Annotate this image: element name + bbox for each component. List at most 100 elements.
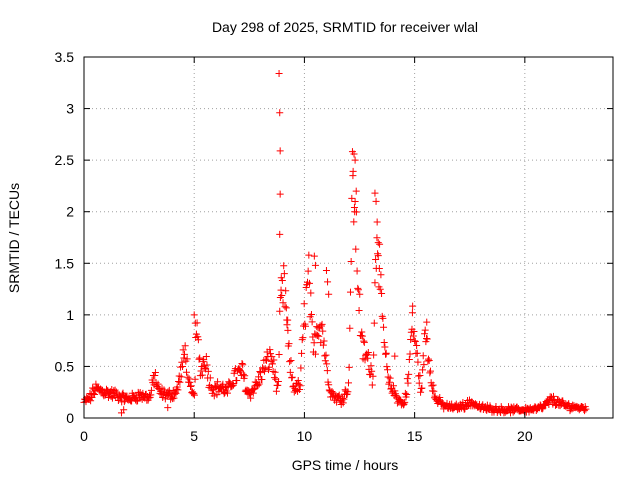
data-point xyxy=(430,387,438,395)
data-point xyxy=(241,372,249,380)
data-point xyxy=(381,343,389,351)
data-point xyxy=(182,368,190,376)
data-point xyxy=(151,371,159,379)
data-point xyxy=(263,356,271,364)
data-point xyxy=(509,408,517,416)
data-point xyxy=(275,350,283,358)
data-point xyxy=(382,350,390,358)
data-point xyxy=(321,352,329,360)
data-point xyxy=(549,392,557,400)
data-point xyxy=(376,285,384,293)
data-point xyxy=(310,252,318,260)
data-point xyxy=(284,326,292,334)
data-point xyxy=(403,390,411,398)
data-point xyxy=(320,337,328,345)
data-point xyxy=(426,369,434,377)
data-point xyxy=(415,372,423,380)
data-point xyxy=(350,150,358,158)
data-point xyxy=(319,327,327,335)
data-point xyxy=(401,398,409,406)
data-point xyxy=(178,358,186,366)
data-point xyxy=(351,198,359,206)
data-point xyxy=(335,391,343,399)
data-point xyxy=(355,307,363,314)
x-tick-label: 15 xyxy=(407,428,423,444)
data-point xyxy=(360,337,368,345)
data-point xyxy=(349,172,357,180)
data-point xyxy=(547,396,555,404)
data-point xyxy=(175,377,183,385)
data-point xyxy=(236,366,244,374)
data-point xyxy=(344,388,352,396)
data-point xyxy=(239,370,247,378)
data-point xyxy=(189,390,197,398)
data-point xyxy=(350,218,358,226)
y-tick-label: 0 xyxy=(66,410,74,426)
data-point xyxy=(164,404,172,412)
data-point xyxy=(335,392,343,400)
data-point xyxy=(404,379,412,387)
data-point xyxy=(194,333,202,341)
data-point xyxy=(323,360,331,368)
data-point xyxy=(286,368,294,376)
data-point xyxy=(436,394,444,402)
data-point xyxy=(288,374,296,382)
data-point xyxy=(325,381,333,389)
data-point xyxy=(249,389,257,397)
data-point xyxy=(428,382,436,390)
data-point xyxy=(297,364,305,372)
data-point xyxy=(261,365,269,373)
data-point xyxy=(403,375,411,383)
data-point xyxy=(186,378,194,386)
data-point xyxy=(151,369,159,377)
data-point xyxy=(190,391,198,399)
data-point xyxy=(288,373,296,381)
data-point xyxy=(364,348,372,356)
data-point xyxy=(352,187,360,195)
data-point xyxy=(347,257,355,265)
data-point xyxy=(379,314,387,322)
data-point xyxy=(266,350,274,358)
data-point xyxy=(431,392,439,400)
data-point xyxy=(87,397,95,405)
data-point xyxy=(170,394,178,402)
data-point xyxy=(385,378,393,386)
data-point xyxy=(271,368,279,376)
data-point xyxy=(181,342,189,350)
data-point xyxy=(425,356,433,364)
data-point xyxy=(204,367,212,375)
data-point xyxy=(370,319,378,327)
data-point xyxy=(190,311,198,319)
data-point xyxy=(198,371,206,379)
data-point xyxy=(233,377,241,385)
data-point xyxy=(373,234,381,242)
data-point xyxy=(423,335,431,343)
data-point xyxy=(416,371,424,379)
data-point xyxy=(376,240,384,248)
data-point xyxy=(373,218,381,226)
data-point xyxy=(280,270,288,278)
data-point xyxy=(304,267,312,275)
data-point xyxy=(305,251,313,259)
data-point xyxy=(351,156,359,164)
y-tick-label: 3.5 xyxy=(55,49,75,65)
data-point xyxy=(270,374,278,382)
data-point xyxy=(258,376,266,384)
y-tick-label: 0.5 xyxy=(55,358,75,374)
data-point xyxy=(238,359,246,367)
data-point xyxy=(315,332,323,340)
data-point xyxy=(322,267,330,275)
data-point xyxy=(419,366,427,374)
data-point xyxy=(380,323,388,331)
data-point xyxy=(186,383,194,391)
data-point xyxy=(214,378,222,386)
data-point xyxy=(185,375,193,383)
x-tick-label: 20 xyxy=(517,428,533,444)
data-point xyxy=(274,381,282,389)
data-point xyxy=(255,380,263,388)
data-point xyxy=(371,189,379,197)
x-axis-title: GPS time / hours xyxy=(292,457,399,473)
y-tick-label: 3 xyxy=(66,101,74,117)
data-point xyxy=(247,394,255,402)
